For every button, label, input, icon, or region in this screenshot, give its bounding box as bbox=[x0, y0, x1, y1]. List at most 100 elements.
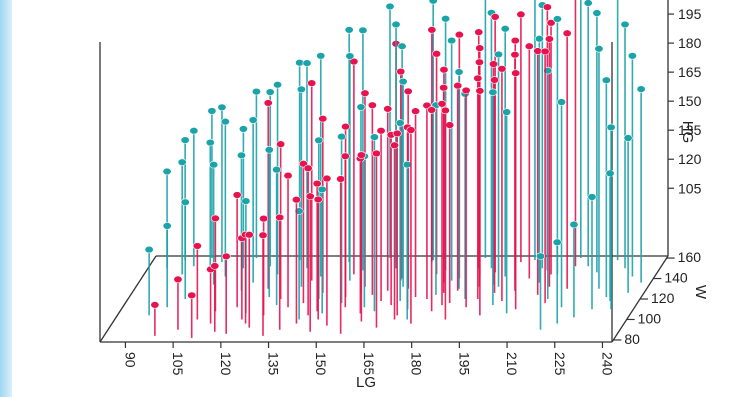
stem-marker bbox=[371, 149, 381, 158]
stem-point bbox=[296, 85, 306, 287]
stem-marker bbox=[187, 291, 197, 300]
stem-point bbox=[383, 105, 393, 291]
stem-marker bbox=[540, 47, 550, 56]
stem-point bbox=[275, 213, 285, 330]
stem-marker bbox=[544, 35, 554, 43]
stem-point bbox=[461, 86, 471, 308]
x-tick-label: 195 bbox=[456, 352, 472, 376]
stem-marker bbox=[207, 107, 217, 115]
stem-point bbox=[273, 81, 283, 275]
stem-marker bbox=[473, 74, 483, 83]
stem-marker bbox=[340, 152, 350, 160]
stem-marker bbox=[303, 164, 313, 172]
stem-point bbox=[502, 108, 512, 314]
stem-marker bbox=[251, 87, 261, 96]
stem-marker bbox=[259, 214, 269, 223]
stem-marker bbox=[490, 13, 500, 21]
x-tick-label: 240 bbox=[599, 352, 615, 376]
stem-marker bbox=[264, 146, 274, 154]
stem-point bbox=[162, 222, 172, 308]
floor-left-edge bbox=[99, 255, 157, 343]
stem-marker bbox=[209, 160, 219, 169]
stem-point bbox=[263, 99, 273, 289]
stem-point bbox=[445, 121, 455, 304]
stem-marker bbox=[232, 191, 242, 199]
y-tick-label: 80 bbox=[624, 331, 640, 347]
stem-point bbox=[402, 160, 412, 320]
stem-point bbox=[395, 119, 405, 302]
stem-point bbox=[210, 262, 220, 332]
stem-point bbox=[312, 179, 322, 312]
stem-marker bbox=[189, 127, 199, 135]
stem-point bbox=[144, 245, 154, 316]
stem-marker bbox=[144, 245, 154, 254]
z-tick-label: 195 bbox=[678, 6, 702, 22]
stem-marker bbox=[403, 87, 413, 96]
stem-marker bbox=[510, 36, 520, 45]
stem-point bbox=[313, 195, 323, 320]
stem-point bbox=[291, 196, 301, 324]
x-tick-label: 120 bbox=[218, 352, 234, 376]
stem-marker bbox=[627, 52, 637, 60]
stem-marker bbox=[217, 103, 227, 112]
stem-point bbox=[606, 123, 616, 310]
y-tick-label: 100 bbox=[638, 310, 662, 326]
stem-marker bbox=[296, 85, 306, 93]
stem-marker bbox=[344, 26, 354, 34]
stem-point bbox=[177, 158, 187, 275]
stem-point bbox=[439, 83, 449, 293]
stem-marker bbox=[583, 0, 593, 7]
stem-point bbox=[264, 146, 274, 297]
stem-point bbox=[447, 36, 457, 281]
stem-marker bbox=[150, 301, 160, 309]
stem-point bbox=[569, 220, 579, 318]
stem-point bbox=[337, 132, 347, 304]
stem-point bbox=[440, 106, 450, 320]
stem-point bbox=[217, 103, 227, 263]
x-tick-label: 150 bbox=[313, 352, 329, 376]
stem-point bbox=[534, 0, 536, 261]
stem-marker bbox=[291, 196, 301, 204]
stem-point bbox=[345, 52, 355, 281]
stem-point bbox=[307, 79, 317, 281]
y-tick-label: 160 bbox=[678, 249, 702, 265]
stem-marker bbox=[210, 214, 220, 223]
stem-marker bbox=[510, 50, 520, 59]
stem-marker bbox=[439, 66, 449, 74]
stem-marker bbox=[620, 20, 630, 29]
stem-point bbox=[636, 85, 646, 283]
stem-marker bbox=[475, 87, 485, 95]
stem-marker bbox=[258, 231, 268, 239]
stem-point bbox=[594, 45, 604, 289]
stem-marker bbox=[427, 106, 437, 114]
stem-point bbox=[317, 185, 327, 314]
x-tick-label: 180 bbox=[409, 352, 425, 376]
stem-marker bbox=[454, 68, 464, 76]
stem-marker bbox=[369, 133, 379, 141]
stem-marker bbox=[497, 65, 507, 73]
stem-marker bbox=[592, 9, 602, 17]
stem-marker bbox=[276, 140, 286, 148]
stem-marker bbox=[173, 275, 183, 284]
stem-marker bbox=[546, 19, 556, 27]
y-tick-label: 140 bbox=[664, 270, 688, 286]
stem-marker bbox=[437, 100, 447, 108]
x-tick-label: 135 bbox=[266, 352, 282, 376]
stem-marker bbox=[474, 58, 484, 66]
stem-marker bbox=[453, 81, 463, 90]
stem-marker bbox=[552, 238, 562, 246]
stem-marker bbox=[605, 169, 615, 178]
stem-marker bbox=[439, 83, 449, 92]
stem-marker bbox=[341, 122, 351, 131]
stem-marker bbox=[601, 76, 611, 84]
stem-marker bbox=[337, 132, 347, 141]
stem-marker bbox=[432, 50, 442, 58]
x-axis-title: LG bbox=[356, 374, 376, 391]
stem-marker bbox=[316, 52, 326, 60]
stem-marker bbox=[180, 198, 190, 206]
stem-marker bbox=[376, 127, 386, 135]
stem-point bbox=[460, 90, 470, 299]
stem-marker bbox=[220, 117, 230, 126]
stem-marker bbox=[390, 141, 400, 149]
stem-point bbox=[473, 74, 483, 299]
